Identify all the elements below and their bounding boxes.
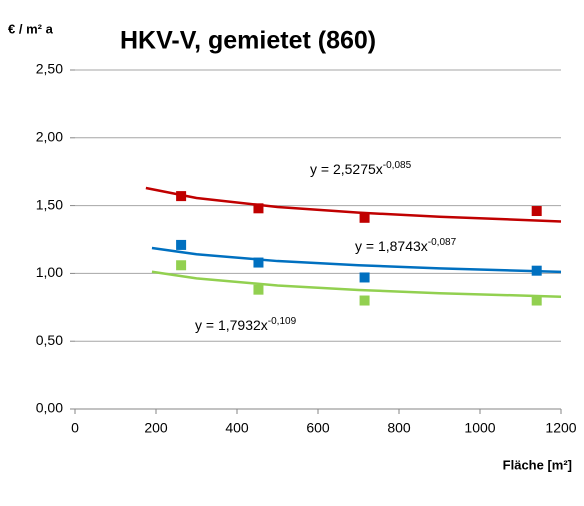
x-tick-label: 1000 [464, 420, 495, 436]
x-tick-label: 400 [225, 420, 249, 436]
y-tick-label: 0,00 [36, 400, 63, 416]
y-tick-label: 2,00 [36, 129, 63, 145]
trendline-equation: y = 1,8743x-0,087 [355, 237, 457, 254]
marker [176, 191, 187, 202]
x-tick-label: 200 [144, 420, 168, 436]
y-tick-label: 1,00 [36, 264, 63, 280]
x-tick-label: 0 [71, 420, 79, 436]
y-axis-label: € / m² a [8, 21, 54, 36]
y-tick-label: 1,50 [36, 196, 63, 212]
marker [176, 260, 187, 271]
marker [531, 265, 542, 276]
x-axis-label: Fläche [m²] [503, 457, 572, 472]
trendline [145, 186, 562, 223]
marker [253, 257, 264, 268]
equation-exponent: -0,109 [268, 316, 297, 327]
marker [359, 272, 370, 283]
y-tick-label: 2,50 [36, 61, 63, 77]
equation-exponent: -0,087 [428, 237, 457, 248]
trendline [151, 270, 562, 298]
x-tick-label: 800 [387, 420, 411, 436]
marker [531, 206, 542, 217]
equation-text: y = 1,8743x [355, 238, 428, 254]
chart-title: HKV-V, gemietet (860) [120, 27, 376, 55]
marker [359, 295, 370, 306]
x-tick-label: 1200 [545, 420, 576, 436]
trendline-equation: y = 1,7932x-0,109 [195, 316, 297, 333]
marker [359, 212, 370, 223]
marker [176, 239, 187, 250]
trendline-equation: y = 2,5275x-0,085 [310, 160, 412, 177]
y-tick-label: 0,50 [36, 332, 63, 348]
marker [253, 203, 264, 214]
equation-text: y = 1,7932x [195, 317, 268, 333]
x-tick-label: 600 [306, 420, 330, 436]
equation-text: y = 2,5275x [310, 161, 383, 177]
equation-exponent: -0,085 [383, 160, 412, 171]
marker [531, 295, 542, 306]
trendline [151, 246, 562, 274]
marker [253, 284, 264, 295]
